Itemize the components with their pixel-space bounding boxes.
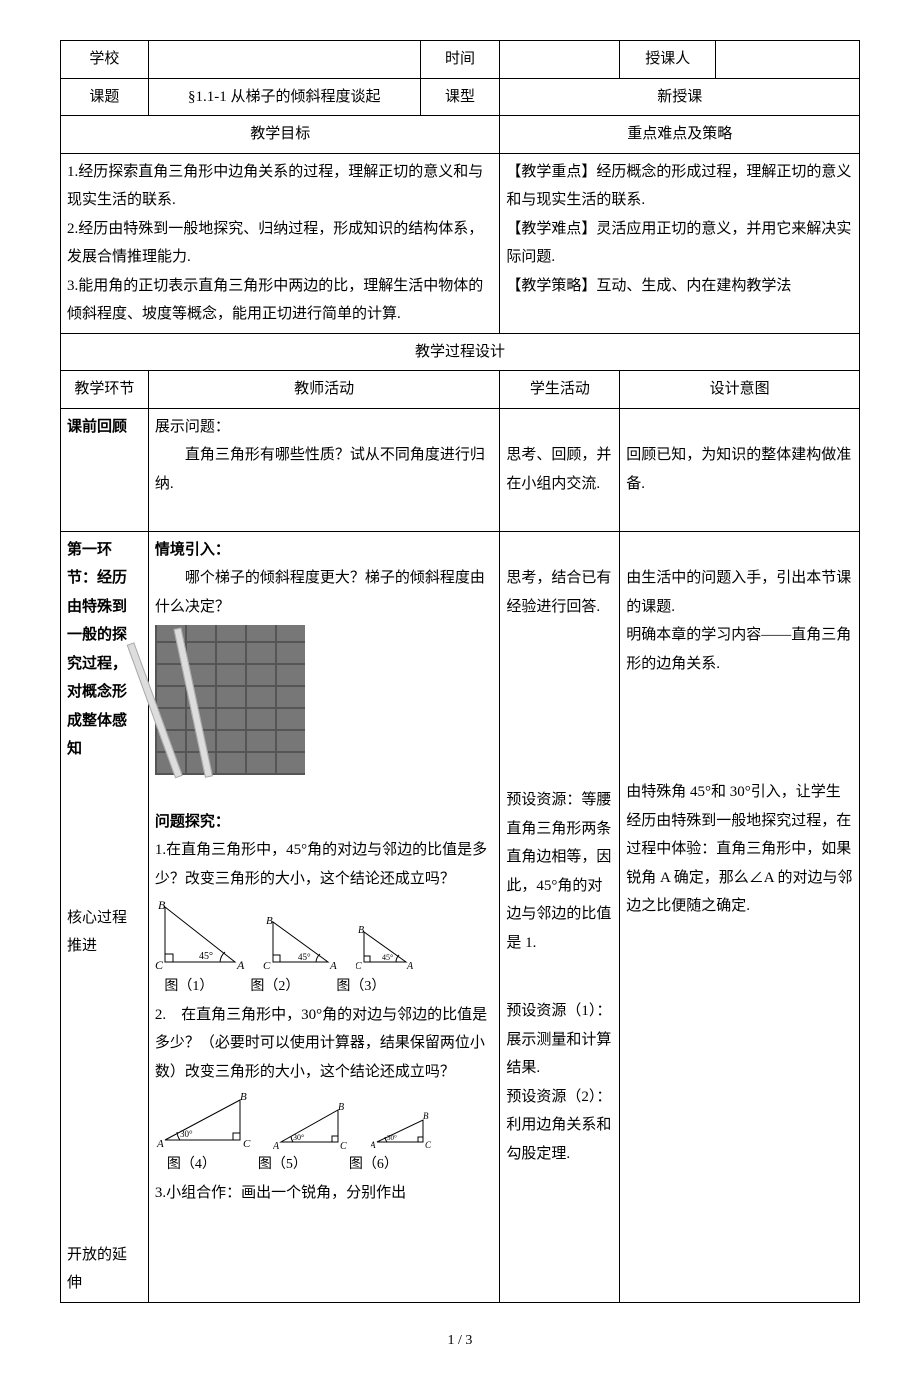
page-number: 1 / 3 xyxy=(60,1333,860,1349)
teacher-probe-q3: 3.小组合作：画出一个锐角，分别作出 xyxy=(155,1179,494,1208)
teacher-probe-q1: 1.在直角三角形中，45°角的对边与邻边的比值是多少？改变三角形的大小，这个结论… xyxy=(155,836,494,893)
triangle-45-large: B C A 45° xyxy=(155,897,245,972)
svg-text:A: A xyxy=(236,958,245,972)
svg-text:A: A xyxy=(406,961,414,972)
teacher-intro-body: 哪个梯子的倾斜程度更大？梯子的倾斜程度由什么决定？ xyxy=(155,564,494,621)
intent-main: 由生活中的问题入手，引出本节课的课题. 明确本章的学习内容——直角三角形的边角关… xyxy=(620,531,860,1302)
label-focus: 重点难点及策略 xyxy=(500,116,860,154)
phase-end-text: 开放的延伸 xyxy=(67,1241,142,1298)
lesson-plan-table: 学校 时间 授课人 课题 §1.1-1 从梯子的倾斜程度谈起 课型 新授课 教学… xyxy=(60,40,860,1303)
teacher-review-title: 展示问题： xyxy=(155,413,494,442)
intent-intro2: 明确本章的学习内容——直角三角形的边角关系. xyxy=(626,621,853,678)
triangle-30-large: A C B 30° xyxy=(155,1090,255,1150)
svg-text:C: C xyxy=(356,961,362,972)
svg-text:A: A xyxy=(156,1138,164,1150)
svg-text:C: C xyxy=(425,1140,432,1150)
svg-text:B: B xyxy=(158,898,166,912)
label-topic: 课题 xyxy=(61,78,149,116)
svg-text:45°: 45° xyxy=(298,952,311,962)
phase-mid-text: 核心过程推进 xyxy=(67,904,142,961)
focus-2: 【教学难点】灵活应用正切的意义，并用它来解决实际问题. xyxy=(506,215,853,272)
figcap-6: 图（6） xyxy=(337,1152,410,1179)
svg-text:B: B xyxy=(338,1102,344,1113)
student-review: 思考、回顾，并在小组内交流. xyxy=(500,408,620,531)
svg-text:C: C xyxy=(243,1138,251,1150)
triangle-30-small: A C B 30° xyxy=(371,1110,436,1150)
teacher-intro-title: 情境引入： xyxy=(155,536,494,565)
col-teacher: 教师活动 xyxy=(148,371,500,409)
teacher-probe-title: 问题探究： xyxy=(155,808,494,837)
teacher-review-body: 直角三角形有哪些性质？试从不同角度进行归纳. xyxy=(155,441,494,498)
focus-3: 【教学策略】互动、生成、内在建构教学法 xyxy=(506,272,853,301)
process-title: 教学过程设计 xyxy=(61,333,860,371)
triangle-45-mid: B C A 45° xyxy=(263,912,338,972)
figcap-1: 图（1） xyxy=(155,974,223,1001)
value-topic: §1.1-1 从梯子的倾斜程度谈起 xyxy=(148,78,420,116)
svg-text:B: B xyxy=(240,1091,247,1103)
svg-text:30°: 30° xyxy=(387,1134,397,1142)
col-phase: 教学环节 xyxy=(61,371,149,409)
student-intro: 思考，结合已有经验进行回答. xyxy=(506,564,613,621)
value-time xyxy=(500,41,620,79)
figure-row-30: A C B 30° A C B 30° A C B 30° xyxy=(155,1090,494,1150)
svg-text:C: C xyxy=(263,960,271,972)
svg-text:45°: 45° xyxy=(199,951,213,962)
figcap-5: 图（5） xyxy=(246,1152,319,1179)
svg-text:B: B xyxy=(358,925,364,936)
teacher-probe-q2: 2. 在直角三角形中，30°角的对边与邻边的比值是多少？（必要时可以使用计算器，… xyxy=(155,1001,494,1087)
svg-text:A: A xyxy=(273,1141,280,1150)
svg-text:45°: 45° xyxy=(382,953,393,962)
student-main: 思考，结合已有经验进行回答. 预设资源：等腰直角三角形两条直角边相等，因此，45… xyxy=(500,531,620,1302)
intent-review-text: 回顾已知，为知识的整体建构做准备. xyxy=(626,441,853,498)
col-student: 学生活动 xyxy=(500,371,620,409)
svg-text:B: B xyxy=(266,915,273,927)
intent-intro: 由生活中的问题入手，引出本节课的课题. xyxy=(626,564,853,621)
ladder-wall-image xyxy=(155,625,305,775)
figcap-2: 图（2） xyxy=(241,974,309,1001)
figcap-3: 图（3） xyxy=(327,974,395,1001)
value-school xyxy=(148,41,420,79)
svg-text:C: C xyxy=(340,1141,347,1150)
intent-review: 回顾已知，为知识的整体建构做准备. xyxy=(620,408,860,531)
figcap-4: 图（4） xyxy=(155,1152,228,1179)
focus-body: 【教学重点】经历概念的形成过程，理解正切的意义和与现实生活的联系. 【教学难点】… xyxy=(500,153,860,333)
student-q1: 预设资源：等腰直角三角形两条直角边相等，因此，45°角的对边与邻边的比值是 1. xyxy=(506,786,613,957)
goals-body: 1.经历探索直角三角形中边角关系的过程，理解正切的意义和与现实生活的联系. 2.… xyxy=(61,153,500,333)
label-school: 学校 xyxy=(61,41,149,79)
goal-3: 3.能用角的正切表示直角三角形中两边的比，理解生活中物体的倾斜程度、坡度等概念，… xyxy=(67,272,493,329)
label-teacher: 授课人 xyxy=(620,41,716,79)
figure-row-45: B C A 45° B C A 45° B C A 45° xyxy=(155,897,494,972)
teacher-main: 情境引入： 哪个梯子的倾斜程度更大？梯子的倾斜程度由什么决定？ 问题探究： 1.… xyxy=(148,531,500,1302)
label-goals: 教学目标 xyxy=(61,116,500,154)
student-review-text: 思考、回顾，并在小组内交流. xyxy=(506,441,613,498)
value-type: 新授课 xyxy=(500,78,860,116)
student-q2a: 预设资源（1）：展示测量和计算结果. xyxy=(506,997,613,1083)
label-time: 时间 xyxy=(420,41,500,79)
svg-text:30°: 30° xyxy=(293,1133,304,1142)
intent-q: 由特殊角 45°和 30°引入，让学生经历由特殊到一般地探究过程，在过程中体验：… xyxy=(626,778,853,921)
svg-text:A: A xyxy=(329,960,337,972)
svg-text:30°: 30° xyxy=(180,1129,193,1139)
triangle-45-small: B C A 45° xyxy=(356,922,416,972)
label-type: 课型 xyxy=(420,78,500,116)
svg-text:C: C xyxy=(155,958,164,972)
goal-2: 2.经历由特殊到一般地探究、归纳过程，形成知识的结构体系，发展合情推理能力. xyxy=(67,215,493,272)
student-q2b: 预设资源（2）：利用边角关系和勾股定理. xyxy=(506,1083,613,1169)
focus-1: 【教学重点】经历概念的形成过程，理解正切的意义和与现实生活的联系. xyxy=(506,158,853,215)
phase-review: 课前回顾 xyxy=(61,408,149,531)
svg-text:B: B xyxy=(423,1111,429,1121)
value-teacher xyxy=(716,41,860,79)
triangle-30-mid: A C B 30° xyxy=(273,1100,353,1150)
teacher-review: 展示问题： 直角三角形有哪些性质？试从不同角度进行归纳. xyxy=(148,408,500,531)
svg-text:A: A xyxy=(371,1140,376,1150)
col-intent: 设计意图 xyxy=(620,371,860,409)
goal-1: 1.经历探索直角三角形中边角关系的过程，理解正切的意义和与现实生活的联系. xyxy=(67,158,493,215)
